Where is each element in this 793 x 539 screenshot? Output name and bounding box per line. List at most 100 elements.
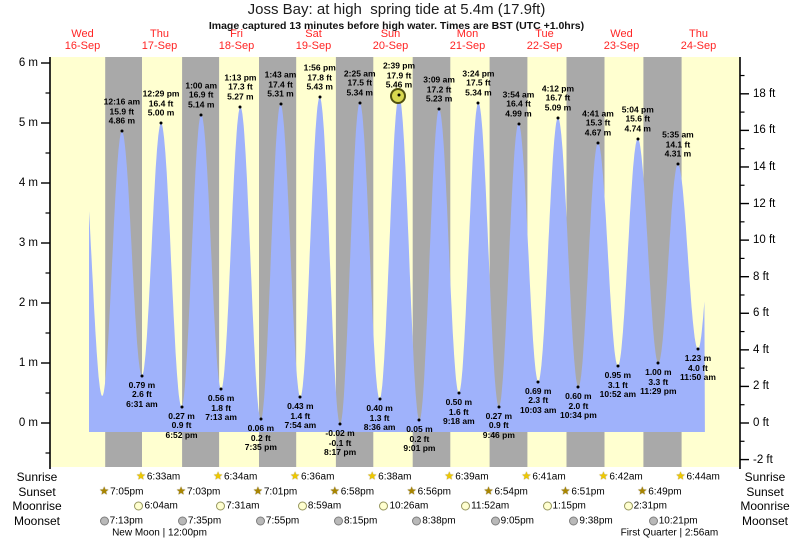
tide-point-dot <box>159 121 163 125</box>
annotation-line: 3:09 am <box>423 74 455 85</box>
sunrise-entry: ★ 6:39am <box>444 471 488 483</box>
tide-point-dot <box>696 347 700 351</box>
low-tide-annotation: 0.50 m 1.6 ft 9:18 am <box>443 397 475 427</box>
sunset-star-icon: ★ <box>329 485 340 498</box>
annotation-line: 10:34 pm <box>559 410 597 420</box>
annotation-line: 5.31 m <box>267 88 294 99</box>
moonset-icon <box>99 516 109 526</box>
annotation-line: 10:03 am <box>520 404 557 415</box>
day-label: Mon 21-Sep <box>449 28 486 52</box>
annotation-line: 2:25 am <box>343 68 376 79</box>
high-tide-annotation: 5:04 pm 15.6 ft 4.74 m <box>622 105 654 134</box>
sunset-star-icon: ★ <box>637 485 648 498</box>
sunrise-star-icon: ★ <box>675 470 686 483</box>
moonrise-time: 1:15pm <box>552 500 586 512</box>
annotation-line: 1.4 ft <box>290 410 311 421</box>
moonset-entry: 9:38pm <box>569 515 613 527</box>
day-label: Sat 19-Sep <box>296 28 331 52</box>
annotation-line: 0.27 m <box>168 410 195 421</box>
y-axis-right-label: 10 ft <box>753 234 776 247</box>
sunset-star-icon: ★ <box>483 485 494 498</box>
annotation-line: 4.31 m <box>664 148 692 159</box>
moonrise-entry: 8:59am <box>297 500 342 512</box>
tide-point-dot <box>397 93 401 97</box>
high-tide-annotation: 12:29 pm 16.4 ft 5.00 m <box>143 89 180 119</box>
sunrise-star-icon: ★ <box>136 470 146 483</box>
annotation-line: 2:39 pm <box>382 60 416 71</box>
y-axis-left-label: 4 m <box>18 177 38 189</box>
annotation-line: 10:52 am <box>599 389 637 399</box>
day-label: Fri 18-Sep <box>219 28 254 52</box>
annotation-line: 1.6 ft <box>448 406 469 417</box>
sunrise-entry: ★ 6:41am <box>521 471 565 483</box>
tide-point-dot <box>576 385 580 389</box>
day-label: Sun 20-Sep <box>372 28 409 52</box>
y-axis-right-label: 0 ft <box>753 417 769 429</box>
row-label-right-sunrise: Sunrise <box>744 470 786 484</box>
row-label-left-sunrise: Sunrise <box>16 470 58 484</box>
sunset-star-icon: ★ <box>99 485 110 498</box>
moonrise-time: 8:59am <box>307 500 342 512</box>
high-tide-annotation: 3:09 am 17.2 ft 5.23 m <box>423 74 455 105</box>
moonset-icon <box>255 516 265 526</box>
annotation-line: 11:50 am <box>679 372 716 383</box>
row-label-right-moonrise: Moonrise <box>740 499 790 513</box>
annotation-line: 4.0 ft <box>688 362 708 373</box>
annotation-line: -0.1 ft <box>328 437 352 448</box>
sunrise-star-icon: ★ <box>367 470 378 483</box>
annotation-line: 2.3 ft <box>528 395 549 406</box>
tide-point-dot <box>457 391 461 395</box>
day-of-week: Sat <box>305 28 322 40</box>
moonset-time: 9:38pm <box>579 515 613 527</box>
annotation-line: 4.67 m <box>584 127 612 138</box>
moonrise-time: 6:04am <box>144 500 178 512</box>
moonrise-entry: 6:04am <box>134 500 178 512</box>
annotation-line: 4:41 am <box>582 108 614 119</box>
tide-point-dot <box>238 105 242 109</box>
day-of-week: Sun <box>380 28 401 40</box>
moonrise-entry: 1:15pm <box>542 500 586 512</box>
sunrise-star-icon: ★ <box>598 470 609 483</box>
annotation-line: 0.05 m <box>406 424 433 434</box>
day-of-week: Tue <box>535 28 554 40</box>
annotation-line: 7:13 am <box>205 412 237 423</box>
chart-subtitle: Image captured 13 minutes before high wa… <box>208 20 585 32</box>
annotation-line: 1.3 ft <box>369 412 390 423</box>
annotation-line: 5.34 m <box>346 87 373 98</box>
day-date: 22-Sep <box>526 39 563 52</box>
annotation-line: 6:31 am <box>126 398 158 409</box>
y-axis-right-label: -2 ft <box>753 453 773 466</box>
high-tide-annotation: 1:00 am 16.9 ft 5.14 m <box>185 81 217 110</box>
day-date: 21-Sep <box>449 39 486 52</box>
annotation-line: 4.74 m <box>624 123 651 134</box>
y-axis-right-label: 8 ft <box>753 270 769 283</box>
sunset-time: 6:51pm <box>571 486 605 498</box>
sunset-time: 7:01pm <box>263 486 298 498</box>
tide-point-dot <box>338 422 342 426</box>
moonrise-time: 7:31am <box>226 500 260 512</box>
annotation-line: 4.86 m <box>108 115 136 126</box>
tide-point-dot <box>417 418 421 422</box>
day-date: 20-Sep <box>372 39 409 52</box>
low-tide-annotation: 0.56 m 1.8 ft 7:13 am <box>205 394 237 423</box>
sunrise-entry: ★ 6:36am <box>290 471 334 483</box>
moonrise-entry: 2:31pm <box>623 501 667 512</box>
annotation-line: 7:35 pm <box>244 442 277 453</box>
tide-point-dot <box>298 395 302 399</box>
tide-point-dot <box>656 361 660 365</box>
annotation-line: 7:54 am <box>284 420 317 431</box>
annotation-line: 0.50 m <box>445 397 473 407</box>
annotation-line: 0.95 m <box>604 370 632 380</box>
moonrise-icon <box>216 501 226 511</box>
annotation-line: 2.0 ft <box>568 400 589 411</box>
sunrise-entry: ★ 6:33am <box>136 470 180 483</box>
annotation-line: 15.6 ft <box>625 113 651 124</box>
high-tide-annotation: 3:54 am 16.4 ft 4.99 m <box>503 90 535 119</box>
moonrise-time: 11:52am <box>471 500 510 512</box>
tide-point-dot <box>219 387 223 391</box>
low-tide-annotation: 0.27 m 0.9 ft 6:52 pm <box>165 410 197 441</box>
annotation-line: 4.99 m <box>505 108 532 119</box>
sunset-time: 6:54pm <box>494 486 528 498</box>
y-axis-left-label: 1 m <box>18 357 38 369</box>
tide-point-dot <box>676 162 680 166</box>
